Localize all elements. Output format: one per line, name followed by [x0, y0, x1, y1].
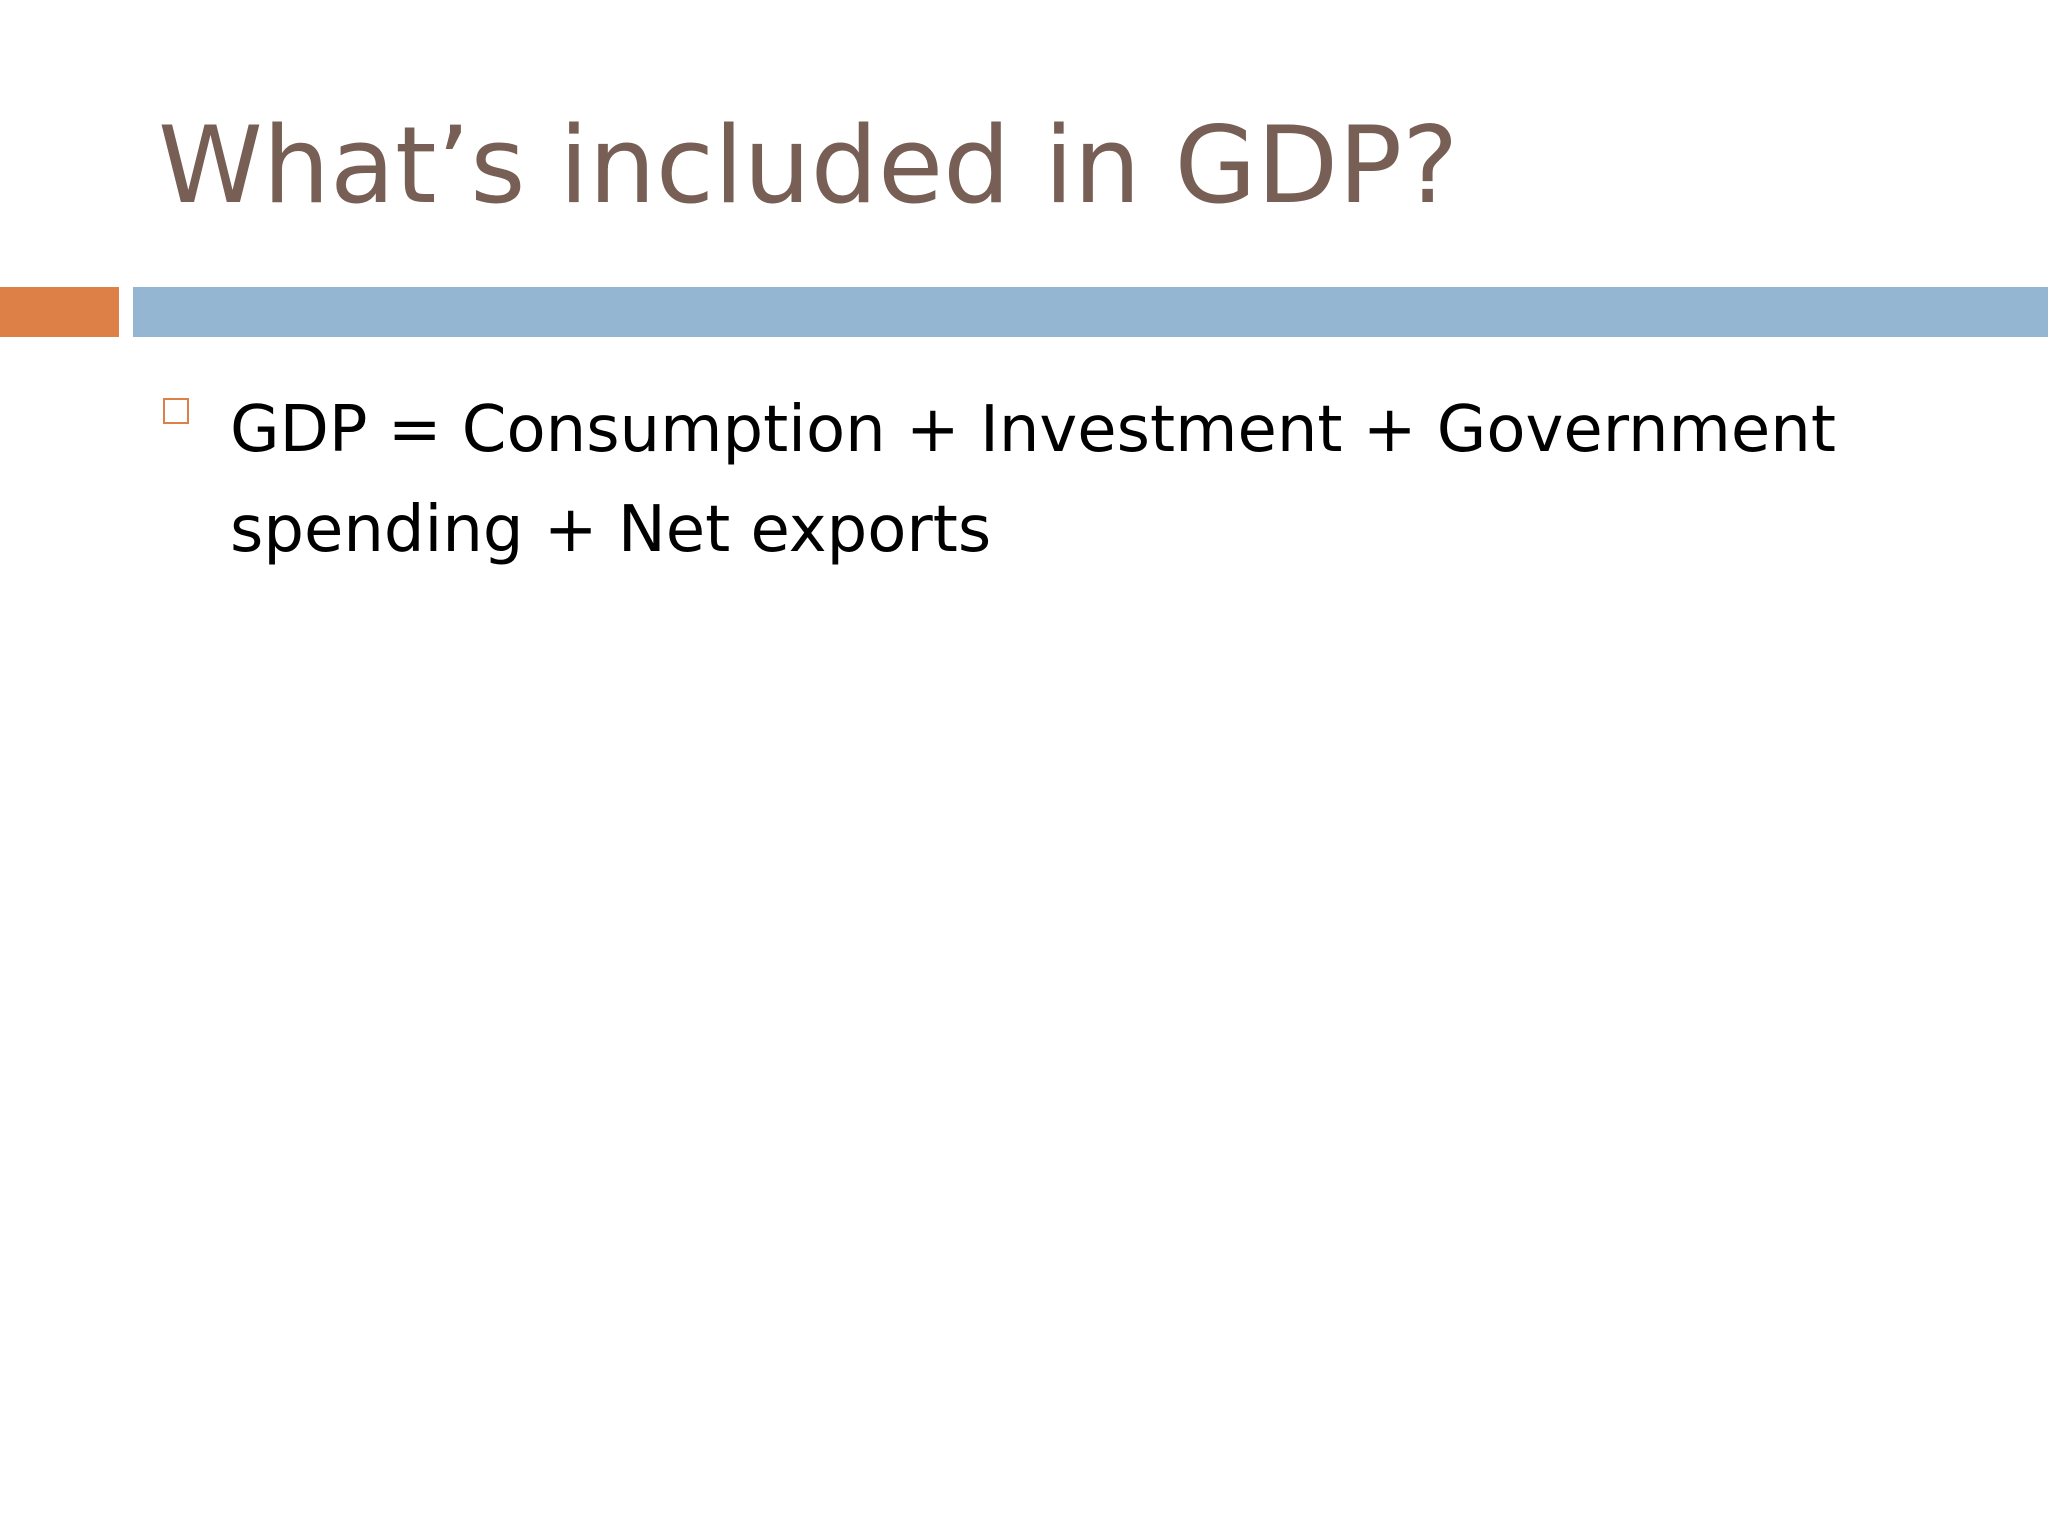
hollow-square-bullet-icon	[163, 398, 189, 424]
bullet-item: GDP = Consumption + Investment + Governm…	[160, 380, 1880, 580]
bullet-text: GDP = Consumption + Investment + Governm…	[230, 393, 1836, 567]
slide-title: What’s included in GDP?	[158, 104, 1459, 227]
bullet-list: GDP = Consumption + Investment + Governm…	[160, 380, 1880, 580]
title-accent-bar	[0, 287, 119, 337]
title-rule-bar	[133, 287, 2048, 337]
